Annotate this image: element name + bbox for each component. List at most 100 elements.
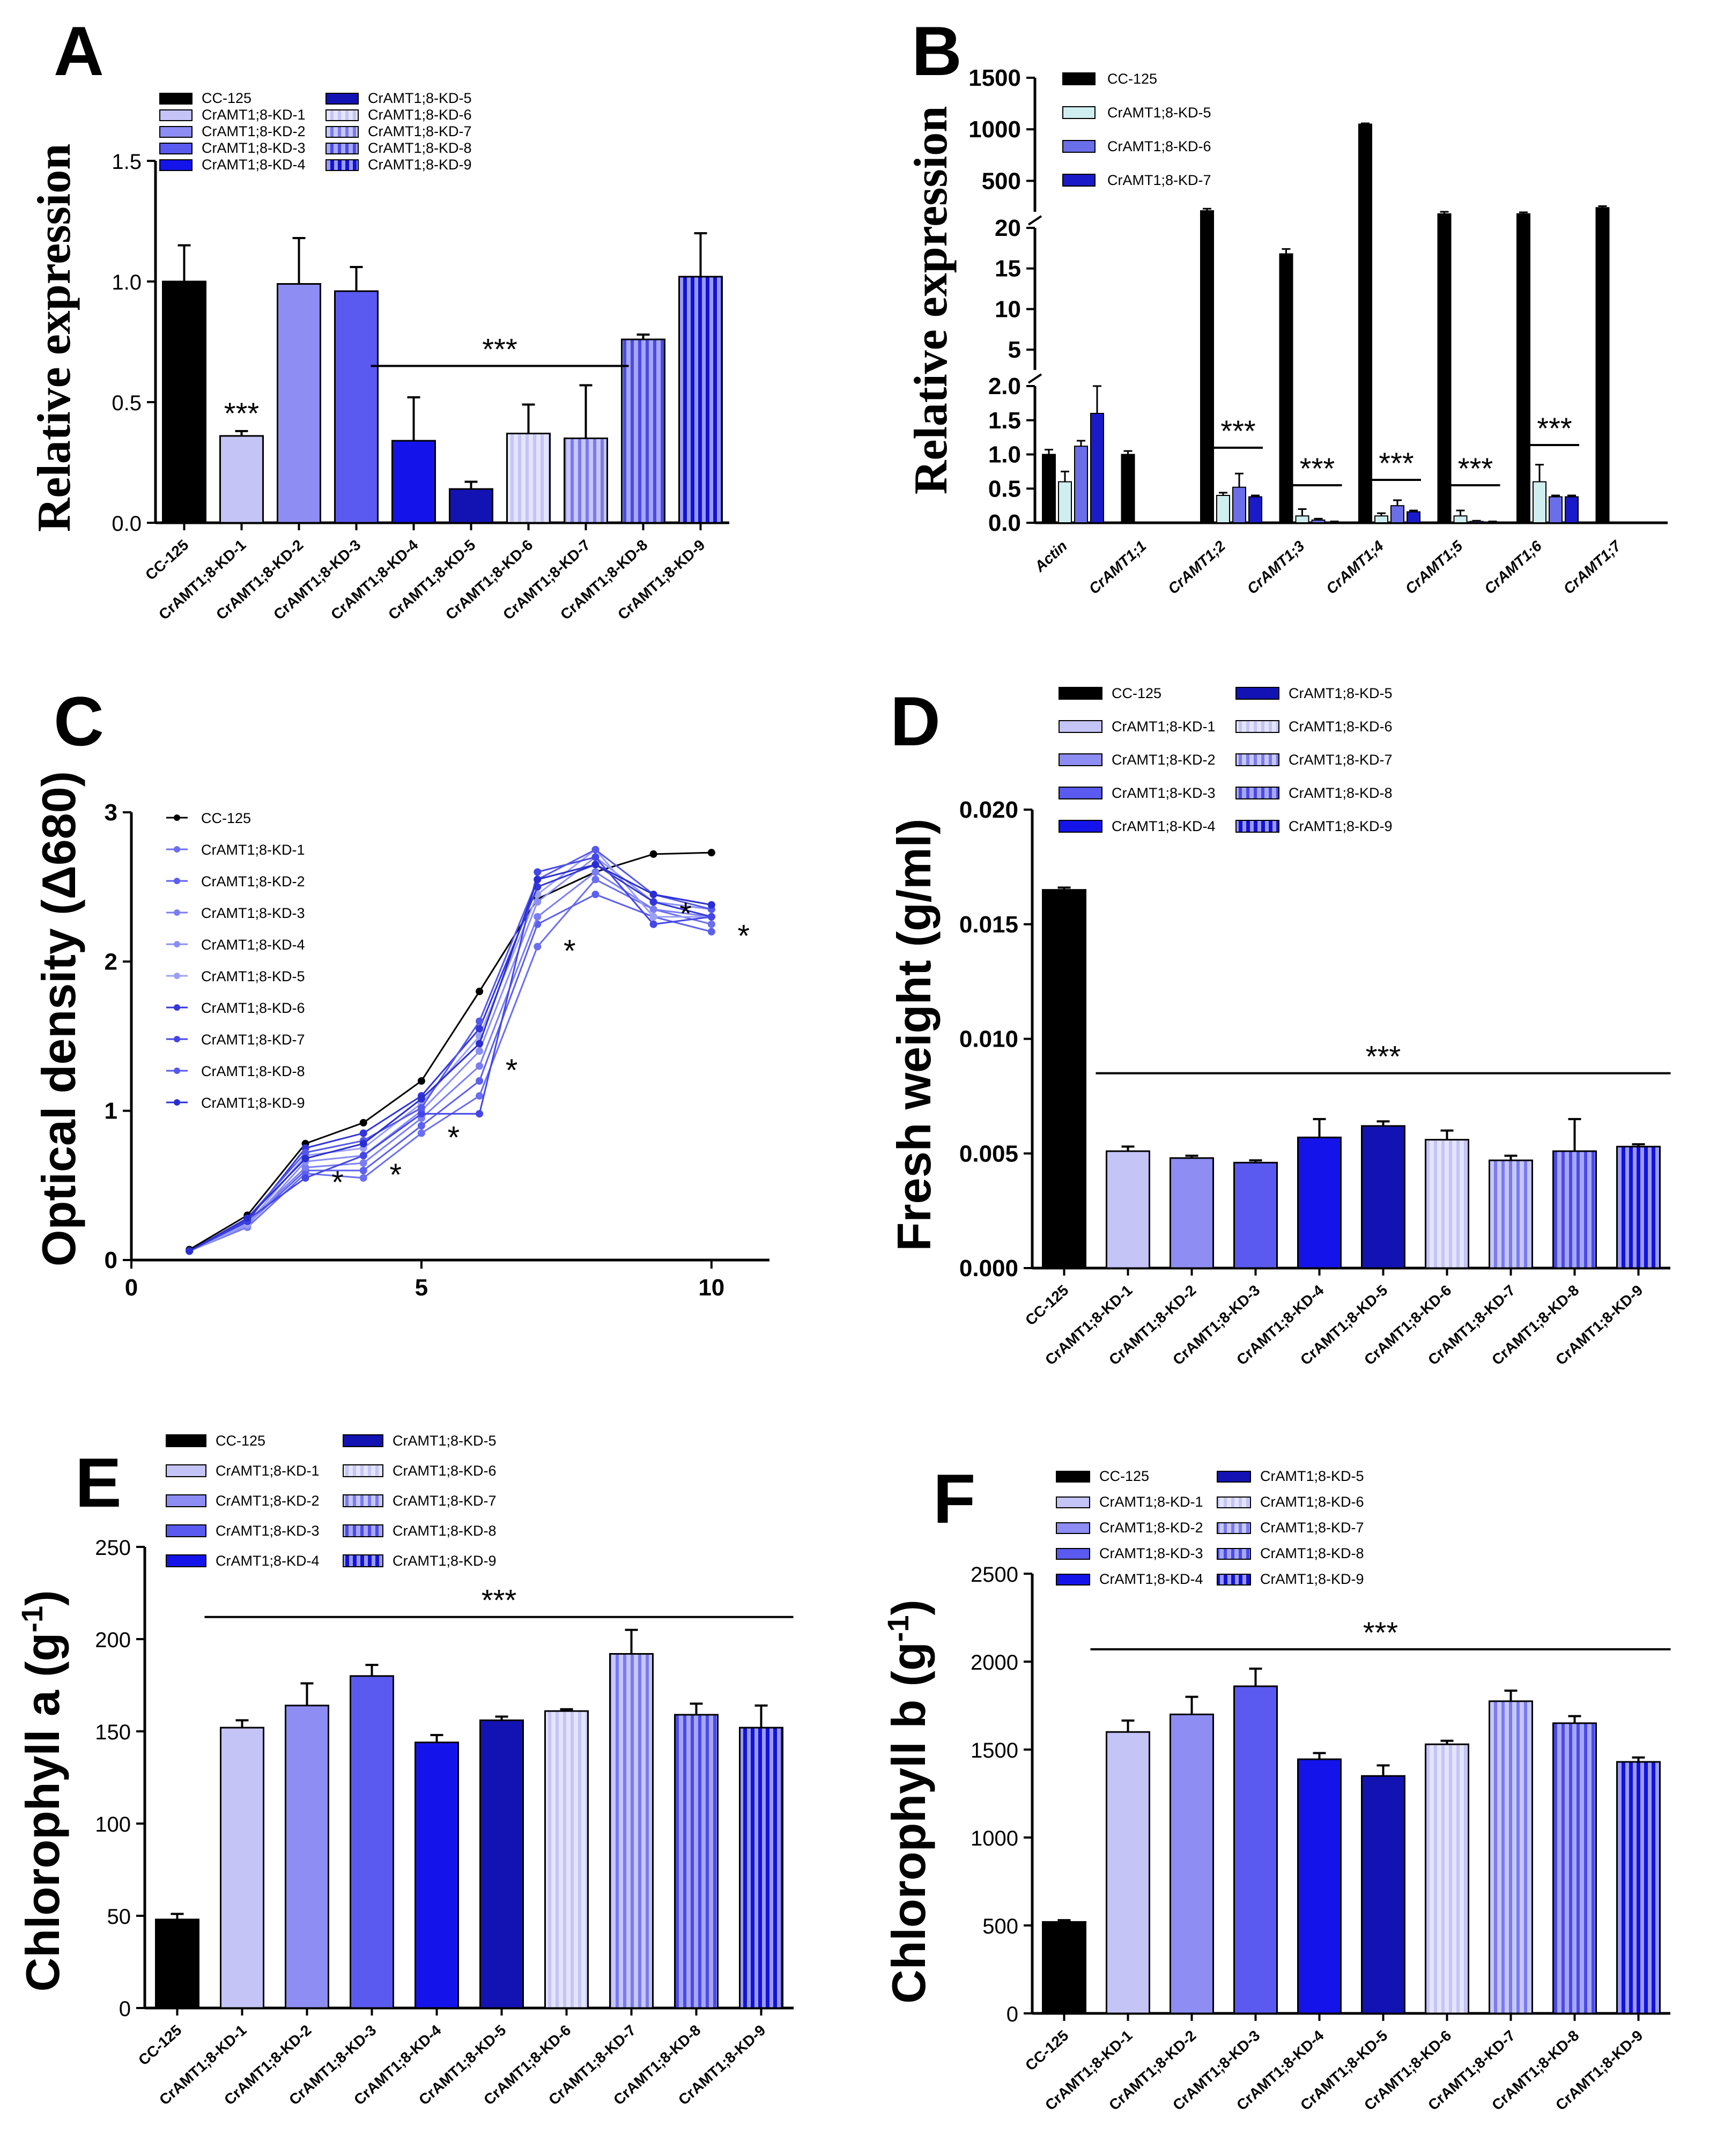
data-point	[417, 1104, 425, 1112]
series-line	[189, 851, 712, 1250]
data-point	[534, 876, 542, 884]
data-point	[649, 898, 657, 906]
legend-label: CrAMT1;8-KD-6	[1289, 718, 1393, 735]
panel-f: F 0 500 1000 1500 2000 2500 Chlorophyll b (g-1)…	[881, 1459, 1671, 2114]
legend-label: CC-125	[1099, 1468, 1149, 1484]
data-point	[476, 1017, 484, 1025]
bar	[1407, 511, 1420, 523]
x-tick-label: 5	[415, 1275, 428, 1301]
y-axis-label: Relative expression	[905, 106, 957, 494]
bar	[1565, 496, 1579, 523]
x-tick-label: 0	[125, 1275, 138, 1301]
legend-label: CrAMT1;8-KD-1	[201, 842, 305, 858]
legend-swatch	[166, 1434, 206, 1447]
data-point	[707, 928, 715, 936]
x-category-label: CC-125	[1022, 1281, 1071, 1329]
significance-label: *	[389, 1158, 402, 1192]
data-point	[707, 913, 715, 921]
legend-marker	[174, 1036, 180, 1042]
legend-swatch	[1217, 1574, 1251, 1585]
data-point	[591, 861, 600, 869]
bar	[1533, 481, 1546, 523]
bar	[155, 1918, 199, 2009]
x-category-label: CC-125	[142, 536, 191, 583]
bar	[1453, 515, 1468, 523]
data-point	[591, 876, 600, 884]
data-point	[417, 1110, 425, 1118]
legend-label: CrAMT1;8-KD-1	[216, 1463, 320, 1479]
y-tick-label: 2000	[971, 1651, 1018, 1675]
data-point	[534, 913, 542, 921]
y-axis-label: Relative expression	[28, 144, 80, 532]
legend-label: CrAMT1;8-KD-8	[1260, 1545, 1364, 1561]
significance-label: *	[564, 934, 576, 969]
y-tick-label: 0	[105, 1247, 117, 1273]
data-point	[243, 1214, 251, 1223]
legend-label: CrAMT1;8-KD-4	[1112, 818, 1216, 834]
data-point	[649, 850, 657, 858]
x-category-label: CrAMT1;6	[1481, 537, 1545, 597]
y-tick-label: 0	[1006, 2003, 1018, 2026]
legend-label: CrAMT1;8-KD-3	[1112, 785, 1216, 801]
significance-label: ***	[1379, 446, 1413, 480]
legend-label: CrAMT1;8-KD-4	[202, 157, 306, 173]
data-point	[591, 868, 600, 876]
data-point	[591, 853, 600, 861]
legend-label: CrAMT1;8-KD-4	[201, 937, 305, 953]
legend-marker	[174, 846, 180, 853]
bar	[1616, 1145, 1661, 1269]
significance-label: ***	[1537, 411, 1572, 445]
y-tick-label: 0.000	[959, 1255, 1018, 1281]
legend-marker	[174, 909, 180, 916]
y-tick-label: 100	[95, 1813, 131, 1836]
legend-swatch	[1059, 820, 1102, 833]
legend-label: CrAMT1;8-KD-1	[1099, 1494, 1203, 1510]
significance-label: *	[448, 1120, 460, 1155]
legend-swatch	[159, 109, 193, 121]
y-tick-label: 0.0	[988, 510, 1021, 536]
legend-swatch	[343, 1494, 383, 1507]
legend-swatch	[1062, 174, 1096, 187]
data-point	[359, 1139, 367, 1147]
data-point	[534, 943, 542, 951]
legend-label: CrAMT1;8-KD-7	[1107, 172, 1211, 188]
legend-swatch	[1235, 820, 1279, 833]
data-point	[534, 868, 542, 876]
data-point	[417, 1122, 425, 1130]
bar	[1616, 1761, 1661, 2014]
legend-label: CrAMT1;8-KD-3	[216, 1523, 320, 1539]
y-tick-label: 5	[1008, 337, 1021, 363]
legend-label: CrAMT1;8-KD-5	[368, 90, 472, 106]
legend-swatch	[1217, 1548, 1251, 1560]
legend-label: CrAMT1;8-KD-6	[1260, 1494, 1364, 1510]
legend-label: CrAMT1;8-KD-8	[1289, 785, 1393, 801]
x-category-label: CC-125	[1022, 2027, 1071, 2074]
significance-label: ***	[224, 396, 259, 430]
bar	[1121, 454, 1135, 523]
y-tick-label: 1.0	[988, 442, 1021, 468]
legend-label: CrAMT1;8-KD-5	[1260, 1468, 1364, 1484]
data-point	[476, 1040, 484, 1048]
y-tick-label: 2.0	[988, 373, 1021, 399]
legend-swatch	[1059, 720, 1102, 733]
data-point	[301, 1164, 309, 1172]
legend-label: CrAMT1;8-KD-3	[201, 905, 305, 921]
legend-label: CrAMT1;8-KD-5	[201, 968, 305, 984]
legend-swatch	[1059, 753, 1102, 766]
y-tick-label: 1.5	[112, 150, 142, 174]
bar	[1170, 1157, 1214, 1269]
bar	[1297, 1136, 1342, 1269]
bar	[739, 1727, 783, 2009]
legend-label: CrAMT1;8-KD-4	[1099, 1571, 1203, 1587]
data-point	[301, 1154, 309, 1162]
y-tick-label: 0.005	[959, 1140, 1018, 1167]
legend-swatch	[325, 159, 359, 171]
legend-swatch	[325, 126, 359, 138]
bar	[1232, 486, 1246, 524]
legend-label: CC-125	[1112, 685, 1161, 701]
legend-label: CrAMT1;8-KD-1	[1112, 718, 1216, 735]
data-point	[359, 1167, 367, 1174]
significance-label: ***	[1458, 451, 1493, 485]
y-tick-label: 10	[995, 296, 1021, 322]
bar	[1170, 1713, 1214, 2014]
